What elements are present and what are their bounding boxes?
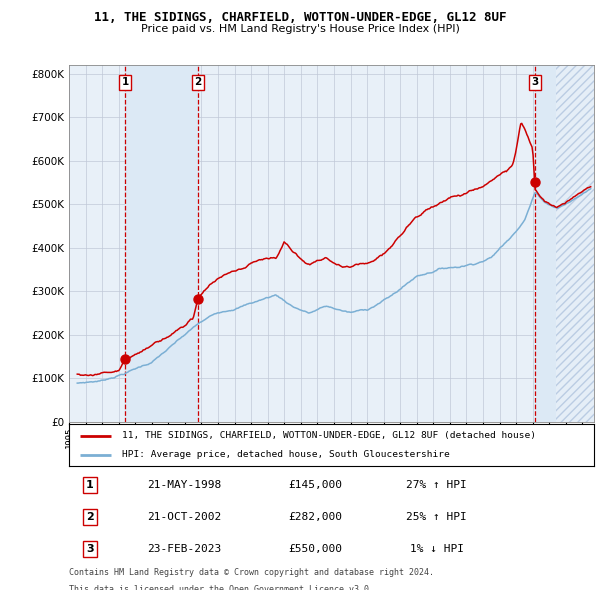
Text: 1: 1: [86, 480, 94, 490]
Text: £550,000: £550,000: [289, 544, 343, 553]
Text: £282,000: £282,000: [289, 512, 343, 522]
Bar: [535, 65, 594, 422]
Text: 3: 3: [532, 77, 539, 87]
Text: Contains HM Land Registry data © Crown copyright and database right 2024.: Contains HM Land Registry data © Crown c…: [69, 568, 434, 576]
Text: 1: 1: [121, 77, 128, 87]
Text: 3: 3: [86, 544, 94, 553]
Text: 2: 2: [194, 77, 202, 87]
Text: This data is licensed under the Open Government Licence v3.0.: This data is licensed under the Open Gov…: [69, 585, 374, 590]
Text: 21-OCT-2002: 21-OCT-2002: [148, 512, 221, 522]
Text: 23-FEB-2023: 23-FEB-2023: [148, 544, 221, 553]
Text: 21-MAY-1998: 21-MAY-1998: [148, 480, 221, 490]
Text: HPI: Average price, detached house, South Gloucestershire: HPI: Average price, detached house, Sout…: [121, 450, 449, 459]
Text: Price paid vs. HM Land Registry's House Price Index (HPI): Price paid vs. HM Land Registry's House …: [140, 24, 460, 34]
Text: 25% ↑ HPI: 25% ↑ HPI: [406, 512, 467, 522]
Text: 1% ↓ HPI: 1% ↓ HPI: [409, 544, 464, 553]
Text: 11, THE SIDINGS, CHARFIELD, WOTTON-UNDER-EDGE, GL12 8UF: 11, THE SIDINGS, CHARFIELD, WOTTON-UNDER…: [94, 11, 506, 24]
Text: 11, THE SIDINGS, CHARFIELD, WOTTON-UNDER-EDGE, GL12 8UF (detached house): 11, THE SIDINGS, CHARFIELD, WOTTON-UNDER…: [121, 431, 536, 440]
Bar: [125, 65, 198, 422]
Text: 2: 2: [86, 512, 94, 522]
Text: £145,000: £145,000: [289, 480, 343, 490]
Text: 27% ↑ HPI: 27% ↑ HPI: [406, 480, 467, 490]
